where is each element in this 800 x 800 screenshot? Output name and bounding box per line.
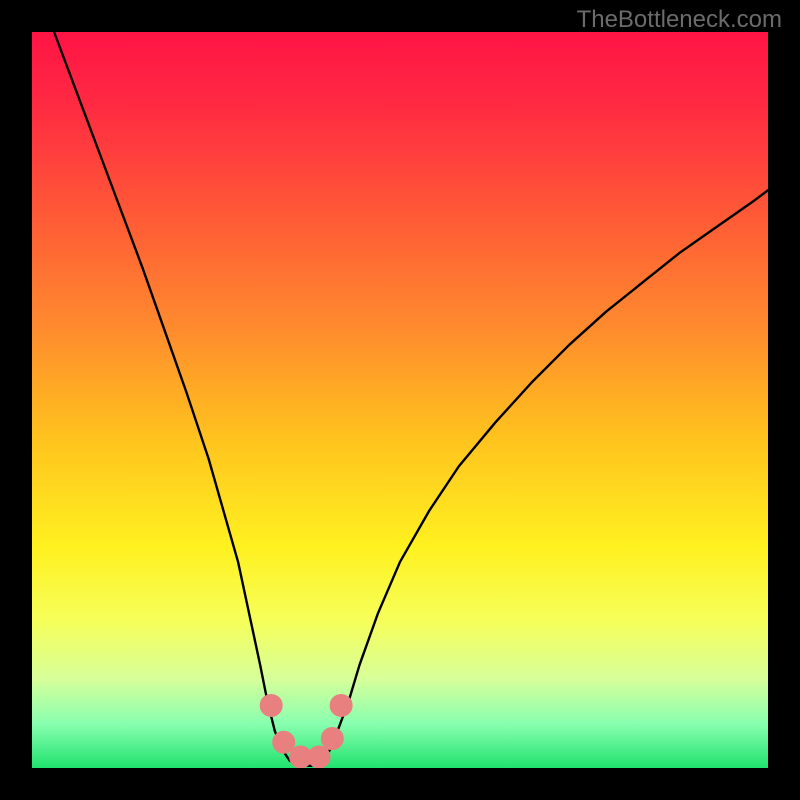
chart-svg [32, 32, 768, 768]
chart-background [32, 32, 768, 768]
curve-marker [330, 694, 352, 716]
attribution-text: TheBottleneck.com [577, 6, 782, 34]
curve-marker [321, 728, 343, 750]
curve-marker [308, 746, 330, 768]
curve-marker [273, 731, 295, 753]
plot-area [32, 32, 768, 768]
chart-frame: TheBottleneck.com [0, 0, 800, 800]
curve-marker [260, 694, 282, 716]
